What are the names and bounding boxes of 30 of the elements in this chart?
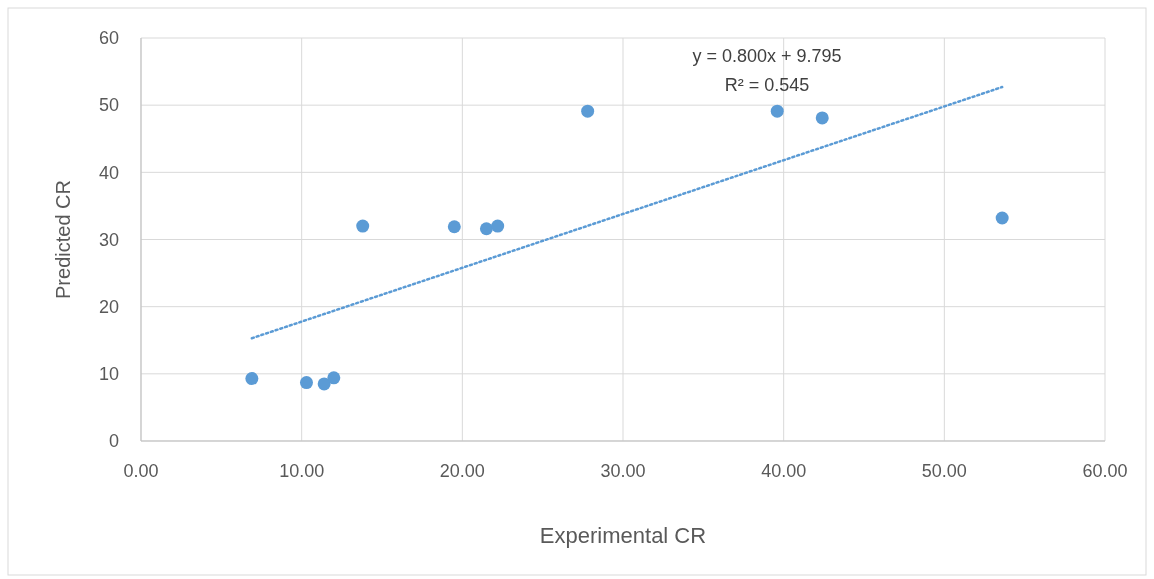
point — [491, 219, 505, 233]
point — [356, 219, 370, 233]
y-tick-label: 10 — [98, 364, 119, 385]
point — [815, 111, 829, 125]
x-axis-title: Experimental CR — [539, 523, 707, 548]
y-axis-title: Predicted CR — [52, 180, 74, 299]
x-tick-label: 60.00 — [1082, 461, 1128, 481]
point — [245, 372, 259, 386]
y-tick-label: 40 — [98, 162, 119, 183]
point — [770, 104, 784, 118]
annotation: R² = 0.545 — [724, 75, 810, 96]
point — [581, 104, 595, 118]
point — [479, 222, 493, 236]
point — [995, 211, 1009, 225]
x-tick-label: 0.00 — [123, 461, 159, 481]
point — [317, 377, 331, 391]
x-tick-label: 10.00 — [279, 461, 325, 481]
y-tick-label: 20 — [98, 296, 119, 317]
x-tick-label: 40.00 — [761, 461, 807, 481]
point — [299, 376, 313, 390]
y-tick-label: 60 — [98, 28, 119, 49]
y-tick-label: 50 — [98, 95, 119, 116]
annotation: y = 0.800x + 9.795 — [692, 46, 842, 67]
x-tick-label: 20.00 — [439, 461, 485, 481]
x-tick-label: 50.00 — [921, 461, 967, 481]
point — [327, 371, 341, 385]
point — [447, 220, 461, 234]
x-tick-label: 30.00 — [600, 461, 646, 481]
y-tick-label: 30 — [98, 229, 119, 250]
y-tick-label: 0 — [108, 431, 119, 452]
